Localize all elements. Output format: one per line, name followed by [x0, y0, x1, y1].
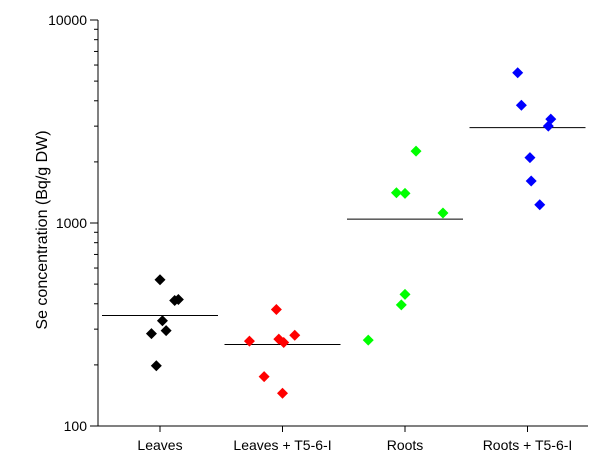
y-tick-label: 100 — [64, 418, 88, 434]
data-point-diamond — [289, 329, 301, 341]
data-point-diamond — [534, 199, 546, 211]
data-point-diamond — [150, 360, 162, 372]
data-point-diamond — [270, 303, 282, 315]
y-tick-label: 10000 — [48, 12, 87, 28]
plot-frame — [97, 20, 588, 427]
data-point-diamond — [169, 295, 181, 307]
data-point-diamond — [395, 299, 407, 311]
data-points — [145, 67, 557, 399]
data-point-diamond — [154, 274, 166, 286]
x-category-label: Roots + T5-6-I — [483, 437, 573, 453]
data-point-diamond — [278, 336, 290, 348]
data-point-diamond — [362, 334, 374, 346]
data-point-diamond — [437, 207, 449, 219]
data-point-diamond — [524, 152, 536, 164]
data-point-diamond — [399, 187, 411, 199]
x-category-label: Roots — [387, 437, 424, 453]
data-point-diamond — [277, 387, 288, 399]
data-point-diamond — [542, 120, 554, 132]
y-axis-ticks: 100 1000 10000 — [48, 12, 98, 434]
x-category-label: Leaves + T5-6-I — [233, 437, 331, 453]
x-category-label: Leaves — [137, 437, 182, 453]
y-tick-label: 1000 — [56, 215, 87, 231]
data-point-diamond — [512, 67, 524, 79]
data-point-diamond — [156, 315, 168, 327]
data-point-diamond — [160, 325, 172, 337]
data-point-diamond — [525, 175, 537, 187]
data-point-diamond — [390, 187, 402, 199]
y-axis-title: Se concentration (Bq/g DW) — [34, 130, 51, 329]
data-point-diamond — [515, 99, 527, 111]
data-point-diamond — [258, 371, 270, 383]
x-axis-ticks: Leaves Leaves + T5-6-I Roots Roots + T5-6-I — [137, 426, 572, 453]
mean-lines — [102, 127, 586, 346]
data-point-diamond — [399, 288, 411, 300]
data-point-diamond — [145, 328, 157, 340]
data-point-diamond — [243, 335, 255, 347]
data-point-diamond — [410, 145, 422, 157]
